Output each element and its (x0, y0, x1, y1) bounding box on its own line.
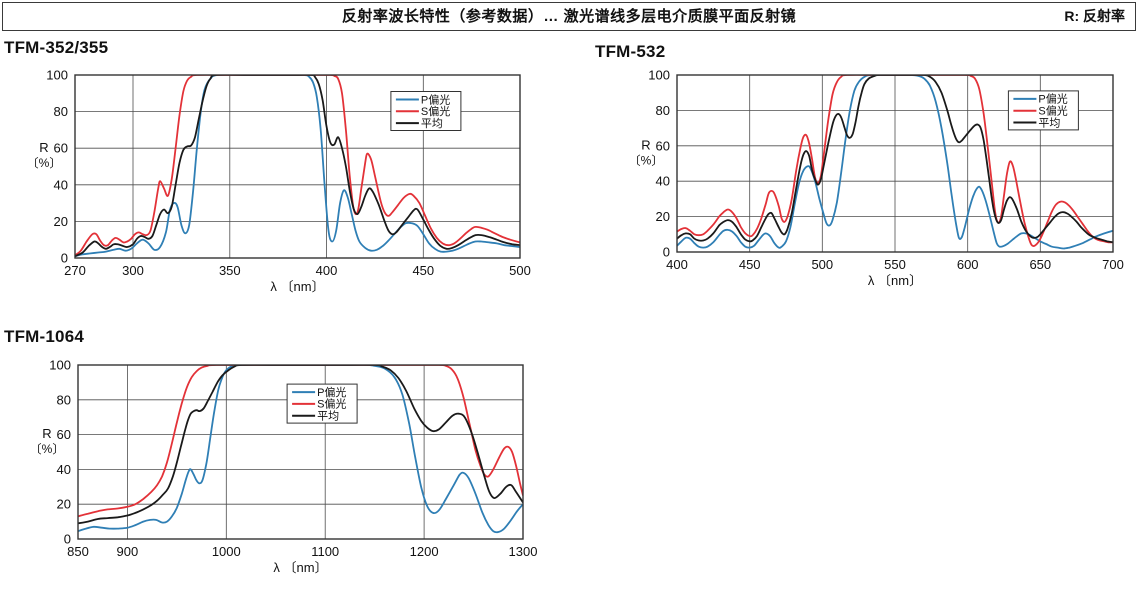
x-axis-label: λ 〔nm〕 (270, 279, 324, 294)
curve-avg (677, 75, 1113, 244)
x-tick-label: 400 (316, 263, 338, 278)
legend-label: S偏光 (421, 104, 450, 118)
chart-canvas: 0 20 40 60 80 100 850 900 1000 1100 1200 1300 λ 〔nm〕… (30, 358, 538, 576)
x-tick-label: 350 (219, 263, 241, 278)
y-tick-label: 20 (656, 209, 670, 224)
x-axis-label: λ 〔nm〕 (868, 273, 922, 288)
chart-canvas: 0 20 40 60 80 100 400 450 500 550 600 650 700 λ 〔nm〕 R… (629, 68, 1124, 289)
y-tick-label: 60 (54, 141, 68, 156)
chart-title-tfm-352-355: TFM-352/355 (4, 38, 109, 57)
chart-title-tfm-532: TFM-532 (595, 42, 666, 61)
y-tick-label: 20 (54, 214, 68, 229)
legend-label: S偏光 (317, 397, 346, 411)
y-tick-label: 100 (648, 68, 670, 83)
x-tick-label: 650 (1029, 257, 1051, 272)
x-tick-label: 500 (811, 257, 833, 272)
x-axis-label: λ 〔nm〕 (273, 560, 327, 575)
chart-tfm-1064: 0 20 40 60 80 100 850 900 1000 1100 1200 1300 λ 〔nm〕… (0, 350, 560, 589)
curve-p (75, 75, 520, 258)
y-tick-label: 40 (656, 174, 670, 189)
curve-s (75, 75, 520, 257)
x-tick-label: 1200 (410, 544, 439, 559)
legend-label: P偏光 (317, 385, 346, 399)
y-tick-label: 80 (656, 103, 670, 118)
y-axis-label: R (641, 137, 650, 152)
curve-avg (75, 75, 520, 258)
y-tick-label: 20 (57, 497, 71, 512)
x-tick-label: 550 (884, 257, 906, 272)
header-bar: 反射率波长特性（参考数据）… 激光谱线多层电介质膜平面反射镜 R: 反射率 (2, 2, 1136, 31)
curve-p (677, 75, 1113, 250)
y-axis-label-unit: 〔%〕 (27, 156, 62, 170)
y-tick-label: 0 (61, 251, 68, 266)
curve-p (78, 365, 523, 534)
legend-label: 平均 (317, 410, 339, 423)
legend-label: S偏光 (1038, 104, 1067, 118)
y-tick-label: 40 (54, 177, 68, 192)
y-axis-label-unit: 〔%〕 (629, 153, 664, 167)
chart-title-tfm-1064: TFM-1064 (4, 327, 85, 346)
y-tick-label: 0 (663, 245, 670, 260)
x-tick-label: 1300 (509, 544, 538, 559)
x-tick-label: 450 (412, 263, 434, 278)
y-tick-label: 0 (64, 532, 71, 547)
x-tick-label: 700 (1102, 257, 1124, 272)
x-tick-label: 850 (67, 544, 89, 559)
y-tick-label: 100 (49, 358, 71, 373)
chart-canvas: 0 20 40 60 80 100 270 300 350 400 450 500 λ 〔nm〕 R〔%〕… (27, 68, 531, 295)
y-axis-label-unit: 〔%〕 (30, 442, 65, 456)
y-axis-label: R (42, 426, 51, 441)
legend-label: P偏光 (1038, 92, 1067, 106)
chart-tfm-532: 0 20 40 60 80 100 400 450 500 550 600 650 700 λ 〔nm〕 R… (600, 60, 1140, 310)
plot-frame (77, 364, 524, 540)
curve-s (677, 75, 1113, 248)
x-tick-label: 400 (666, 257, 688, 272)
y-tick-label: 80 (57, 392, 71, 407)
x-tick-label: 600 (957, 257, 979, 272)
x-tick-label: 1000 (212, 544, 241, 559)
y-tick-label: 80 (54, 104, 68, 119)
x-tick-label: 900 (117, 544, 139, 559)
legend-label: 平均 (421, 117, 443, 130)
plot-frame (74, 74, 521, 259)
y-tick-label: 60 (57, 427, 71, 442)
page-title: 反射率波长特性（参考数据）… 激光谱线多层电介质膜平面反射镜 (341, 8, 797, 25)
curve-avg (78, 365, 523, 525)
legend-label: P偏光 (421, 92, 450, 106)
x-tick-label: 500 (509, 263, 531, 278)
y-tick-label: 100 (46, 68, 68, 83)
y-tick-label: 40 (57, 462, 71, 477)
y-axis-label: R (39, 140, 48, 155)
x-tick-label: 300 (122, 263, 144, 278)
legend-label: 平均 (1038, 116, 1060, 129)
chart-tfm-352-355: 0 20 40 60 80 100 270 300 350 400 450 500 λ 〔nm〕 R 〔%〕… (0, 60, 560, 310)
y-tick-label: 60 (656, 138, 670, 153)
curve-s (78, 365, 523, 518)
x-tick-label: 270 (64, 263, 86, 278)
reflectance-note: R: 反射率 (1064, 8, 1125, 24)
x-tick-label: 450 (739, 257, 761, 272)
plot-frame (676, 74, 1114, 253)
x-tick-label: 1100 (311, 544, 339, 559)
